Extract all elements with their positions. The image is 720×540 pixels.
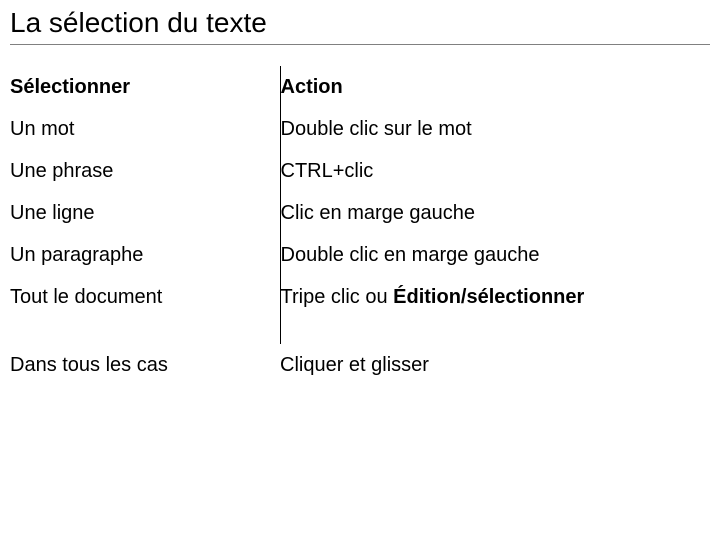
table-row: Un paragraphe Double clic en marge gauch…	[10, 234, 710, 276]
cell-select: Un paragraphe	[10, 234, 280, 276]
cell-action: Double clic en marge gauche	[280, 234, 710, 276]
cell-action-bold: Édition/sélectionner	[393, 286, 584, 308]
title-underline	[10, 44, 710, 45]
column-header-action: Action	[280, 66, 710, 108]
cell-select: Dans tous les cas	[10, 344, 280, 386]
table-row: Une phrase CTRL+clic	[10, 150, 710, 192]
gap-cell	[280, 318, 710, 344]
cell-action: Tripe clic ou Édition/sélectionner	[280, 276, 710, 318]
cell-action: Cliquer et glisser	[280, 344, 710, 386]
cell-action-text: Tripe clic ou	[281, 286, 394, 308]
slide-title: La sélection du texte	[10, 6, 710, 40]
column-header-select: Sélectionner	[10, 66, 280, 108]
table-row: Un mot Double clic sur le mot	[10, 108, 710, 150]
cell-action: CTRL+clic	[280, 150, 710, 192]
cell-select: Un mot	[10, 108, 280, 150]
cell-select: Tout le document	[10, 276, 280, 318]
slide: La sélection du texte Sélectionner Actio…	[0, 0, 720, 540]
cell-action: Double clic sur le mot	[280, 108, 710, 150]
cell-select: Une phrase	[10, 150, 280, 192]
table-gap-row	[10, 318, 710, 344]
cell-action: Clic en marge gauche	[280, 192, 710, 234]
table-row: Une ligne Clic en marge gauche	[10, 192, 710, 234]
title-area: La sélection du texte	[10, 6, 710, 45]
table-row: Tout le document Tripe clic ou Édition/s…	[10, 276, 710, 318]
cell-select: Une ligne	[10, 192, 280, 234]
gap-cell	[10, 318, 280, 344]
table-row: Dans tous les cas Cliquer et glisser	[10, 344, 710, 386]
content-area: Sélectionner Action Un mot Double clic s…	[10, 66, 710, 386]
table-header-row: Sélectionner Action	[10, 66, 710, 108]
selection-table: Sélectionner Action Un mot Double clic s…	[10, 66, 710, 386]
